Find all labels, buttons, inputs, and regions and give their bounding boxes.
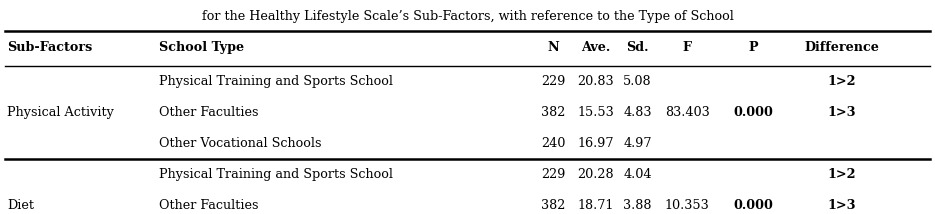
Text: Sd.: Sd. — [626, 41, 649, 54]
Text: 10.353: 10.353 — [665, 199, 710, 213]
Text: 20.83: 20.83 — [577, 75, 614, 88]
Text: Difference: Difference — [804, 41, 879, 54]
Text: 4.97: 4.97 — [624, 137, 652, 150]
Text: 382: 382 — [541, 199, 566, 213]
Text: 20.28: 20.28 — [577, 168, 614, 181]
Text: Physical Training and Sports School: Physical Training and Sports School — [159, 75, 393, 88]
Text: 229: 229 — [541, 168, 566, 181]
Text: F: F — [683, 41, 692, 54]
Text: for the Healthy Lifestyle Scale’s Sub-Factors, with reference to the Type of Sch: for the Healthy Lifestyle Scale’s Sub-Fa… — [202, 10, 733, 23]
Text: 240: 240 — [541, 137, 566, 150]
Text: 1>2: 1>2 — [827, 168, 856, 181]
Text: P: P — [749, 41, 758, 54]
Text: Other Faculties: Other Faculties — [159, 199, 258, 213]
Text: 1>3: 1>3 — [827, 199, 856, 213]
Text: Diet: Diet — [7, 199, 35, 213]
Text: 16.97: 16.97 — [577, 137, 614, 150]
Text: 83.403: 83.403 — [665, 106, 710, 119]
Text: Sub-Factors: Sub-Factors — [7, 41, 93, 54]
Text: Ave.: Ave. — [581, 41, 611, 54]
Text: 0.000: 0.000 — [734, 199, 773, 213]
Text: 4.04: 4.04 — [624, 168, 652, 181]
Text: 1>2: 1>2 — [827, 75, 856, 88]
Text: N: N — [548, 41, 559, 54]
Text: 5.08: 5.08 — [624, 75, 652, 88]
Text: 15.53: 15.53 — [577, 106, 614, 119]
Text: School Type: School Type — [159, 41, 244, 54]
Text: 3.88: 3.88 — [624, 199, 652, 213]
Text: Physical Activity: Physical Activity — [7, 106, 114, 119]
Text: 229: 229 — [541, 75, 566, 88]
Text: 18.71: 18.71 — [578, 199, 613, 213]
Text: 382: 382 — [541, 106, 566, 119]
Text: Other Vocational Schools: Other Vocational Schools — [159, 137, 322, 150]
Text: 0.000: 0.000 — [734, 106, 773, 119]
Text: Physical Training and Sports School: Physical Training and Sports School — [159, 168, 393, 181]
Text: Other Faculties: Other Faculties — [159, 106, 258, 119]
Text: 1>3: 1>3 — [827, 106, 856, 119]
Text: 4.83: 4.83 — [624, 106, 652, 119]
